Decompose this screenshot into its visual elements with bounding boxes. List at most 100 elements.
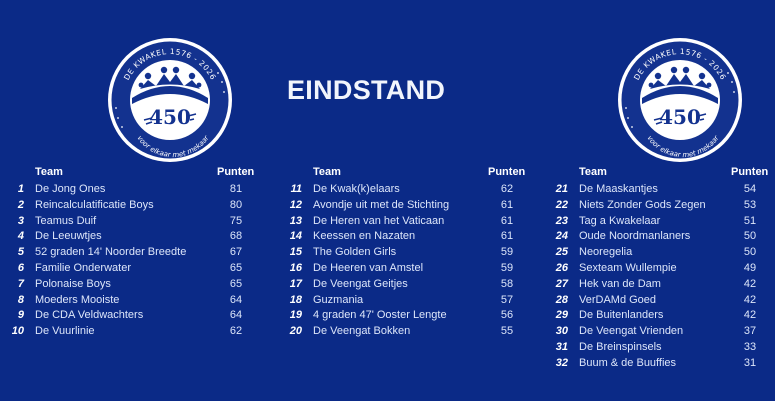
rank-number: 6 bbox=[17, 262, 24, 274]
team-points: 53 bbox=[743, 198, 757, 211]
team-points: 67 bbox=[229, 246, 243, 259]
standings-row: 25 Neoregelia 50 bbox=[544, 246, 775, 262]
team-points: 31 bbox=[743, 356, 757, 369]
rank-number: 25 bbox=[555, 246, 568, 259]
team-points: 81 bbox=[229, 183, 243, 195]
team-name: De Heeren van Amstel bbox=[313, 262, 424, 274]
team-name: De Heren van het Vaticaan bbox=[313, 214, 445, 227]
team-points: 80 bbox=[229, 198, 243, 211]
rank-number: 3 bbox=[17, 214, 24, 227]
standings-row: 19 4 graden 47' Ooster Lengte 56 bbox=[278, 309, 518, 325]
rank-number: 9 bbox=[17, 309, 24, 322]
de-kwakel-450-logo-left: 450 DE KWAKEL 1576 - 2026 voor elkaar me… bbox=[108, 38, 232, 162]
team-points: 55 bbox=[500, 325, 514, 338]
rank-number: 4 bbox=[17, 230, 24, 243]
standings-row: 14 Keessen en Nazaten 61 bbox=[278, 230, 518, 246]
team-name: De CDA Veldwachters bbox=[35, 309, 144, 322]
team-name: Buum & de Buuffies bbox=[579, 356, 677, 369]
rank-number: 10 bbox=[11, 325, 24, 338]
team-name: De Veengat Vrienden bbox=[579, 325, 684, 338]
team-name: Neoregelia bbox=[579, 246, 633, 259]
standings-row: 27 Hek van de Dam 42 bbox=[544, 278, 775, 294]
team-name: De Veengat Bokken bbox=[313, 325, 411, 338]
page-title: EINDSTAND bbox=[287, 75, 446, 105]
team-points: 65 bbox=[229, 262, 243, 274]
team-name: Teamus Duif bbox=[35, 214, 97, 227]
team-points: 54 bbox=[743, 183, 757, 195]
team-points: 50 bbox=[743, 246, 757, 259]
team-header: Team bbox=[313, 166, 341, 178]
standings-row: 15 The Golden Girls 59 bbox=[278, 246, 518, 262]
team-points: 58 bbox=[500, 277, 514, 290]
rank-number: 30 bbox=[555, 325, 568, 338]
team-name: De Veengat Geitjes bbox=[313, 277, 408, 290]
team-name: 4 graden 47' Ooster Lengte bbox=[313, 309, 447, 322]
rank-number: 18 bbox=[289, 293, 302, 306]
team-points: 68 bbox=[229, 230, 243, 243]
standings-row: 16 De Heeren van Amstel 59 bbox=[278, 262, 518, 278]
de-kwakel-450-logo-right: 450 DE KWAKEL 1576 - 2026 voor elkaar me… bbox=[618, 38, 742, 162]
rank-number: 11 bbox=[290, 183, 302, 195]
rank-number: 28 bbox=[555, 293, 568, 306]
standings-row: 29 De Buitenlanders 42 bbox=[544, 309, 775, 325]
team-name: 52 graden 14' Noorder Breedte bbox=[35, 246, 187, 259]
team-points: 37 bbox=[743, 325, 757, 338]
rank-number: 5 bbox=[17, 246, 24, 259]
standings-row: 2 Reincalculatificatie Boys 80 bbox=[0, 198, 242, 215]
rank-number: 16 bbox=[289, 262, 302, 274]
team-points: 61 bbox=[500, 214, 514, 227]
team-points: 33 bbox=[743, 341, 757, 353]
rank-number: 8 bbox=[17, 293, 24, 306]
standings-row: 30 De Veengat Vrienden 37 bbox=[544, 325, 775, 341]
team-name: De Jong Ones bbox=[35, 183, 106, 195]
logo-number: 450 bbox=[659, 105, 701, 129]
team-name: Oude Noordmanlaners bbox=[579, 230, 691, 243]
team-name: De Kwak(k)elaars bbox=[313, 183, 400, 195]
team-points: 57 bbox=[500, 293, 514, 306]
team-name: Guzmania bbox=[313, 293, 364, 306]
rank-number: 19 bbox=[289, 309, 302, 322]
team-points: 51 bbox=[743, 214, 757, 227]
team-points: 64 bbox=[229, 309, 243, 322]
standings-row: 10 De Vuurlinie 62 bbox=[0, 325, 242, 341]
points-header: Punten bbox=[217, 166, 255, 178]
standings-row: 9 De CDA Veldwachters 64 bbox=[0, 309, 242, 325]
team-name: Polonaise Boys bbox=[35, 277, 111, 290]
team-name: De Vuurlinie bbox=[35, 325, 95, 338]
team-header: Team bbox=[579, 166, 607, 178]
team-name: Niets Zonder Gods Zegen bbox=[579, 198, 706, 211]
standings-row: 21 De Maaskantjes 54 bbox=[544, 183, 775, 199]
rank-number: 2 bbox=[17, 198, 24, 211]
team-points: 50 bbox=[743, 230, 757, 243]
standings-row: 7 Polonaise Boys 65 bbox=[0, 277, 242, 294]
team-header: Team bbox=[35, 166, 63, 178]
rank-number: 17 bbox=[289, 277, 302, 290]
team-points: 59 bbox=[500, 262, 514, 274]
rank-number: 31 bbox=[555, 341, 568, 353]
standings-row: 13 De Heren van het Vaticaan 61 bbox=[278, 215, 518, 231]
standings-row: 8 Moeders Mooiste 64 bbox=[0, 293, 242, 310]
standings-row: 32 Buum & de Buuffies 31 bbox=[544, 357, 775, 373]
standings-row: 12 Avondje uit met de Stichting 61 bbox=[278, 199, 518, 215]
team-points: 65 bbox=[229, 277, 243, 290]
rank-number: 29 bbox=[555, 309, 568, 322]
rank-number: 13 bbox=[289, 214, 302, 227]
rank-number: 14 bbox=[289, 230, 302, 243]
team-points: 42 bbox=[743, 277, 757, 290]
team-name: Keessen en Nazaten bbox=[313, 230, 416, 243]
standings-row: 6 Familie Onderwater 65 bbox=[0, 262, 242, 278]
standings-row: 11 De Kwak(k)elaars 62 bbox=[278, 183, 518, 199]
team-name: De Buitenlanders bbox=[579, 309, 664, 322]
team-name: Sexteam Wullempie bbox=[579, 262, 677, 274]
team-name: Familie Onderwater bbox=[35, 262, 131, 274]
team-name: The Golden Girls bbox=[313, 246, 397, 259]
points-header: Punten bbox=[488, 166, 526, 178]
team-name: Tag a Kwakelaar bbox=[579, 214, 661, 227]
rank-number: 27 bbox=[555, 277, 568, 290]
standings-row: 4 De Leeuwtjes 68 bbox=[0, 230, 242, 246]
team-points: 64 bbox=[229, 293, 243, 306]
team-name: Reincalculatificatie Boys bbox=[35, 198, 154, 211]
standings-row: 17 De Veengat Geitjes 58 bbox=[278, 278, 518, 294]
standings-row: 26 Sexteam Wullempie 49 bbox=[544, 262, 775, 278]
standings-row: 5 52 graden 14' Noorder Breedte 67 bbox=[0, 246, 242, 262]
